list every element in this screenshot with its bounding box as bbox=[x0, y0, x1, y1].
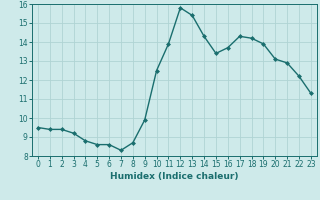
X-axis label: Humidex (Indice chaleur): Humidex (Indice chaleur) bbox=[110, 172, 239, 181]
